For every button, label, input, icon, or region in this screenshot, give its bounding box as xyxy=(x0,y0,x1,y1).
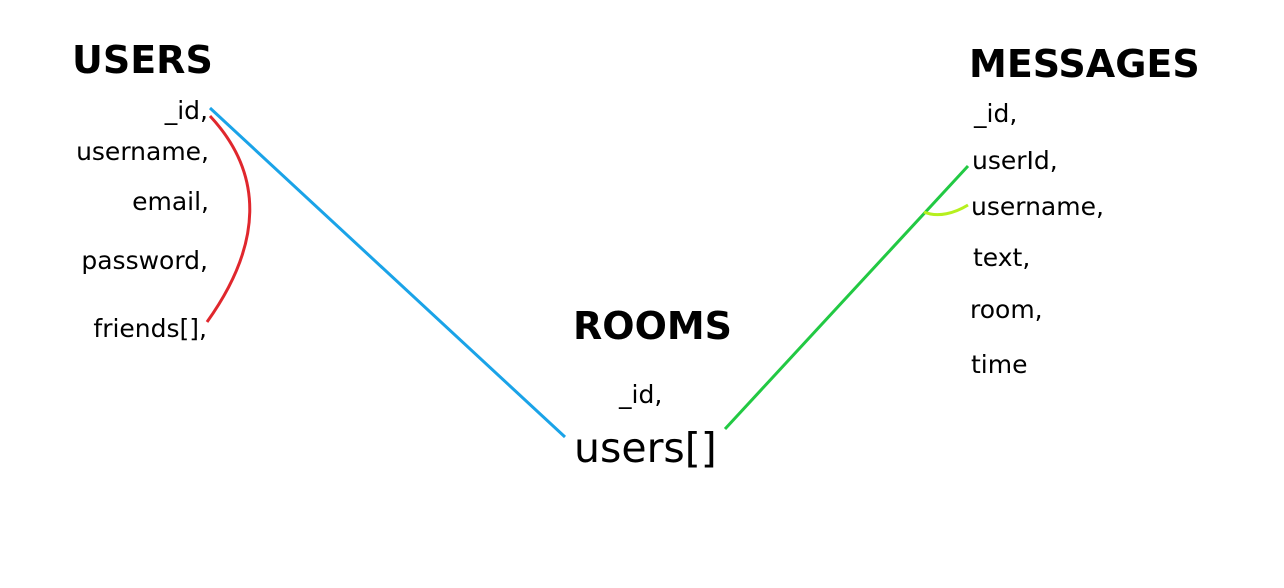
room-users-to-message-userid-connector xyxy=(723,164,970,431)
rooms-title: ROOMS xyxy=(573,304,733,348)
messages-field-userid: userId, xyxy=(972,146,1058,175)
messages-field-username: username, xyxy=(971,192,1104,221)
users-field-password: password, xyxy=(81,246,208,275)
users-title: USERS xyxy=(72,38,213,82)
rooms-field-id: _id, xyxy=(619,380,663,409)
messages-field-id: _id, xyxy=(974,99,1018,128)
users-field-username: username, xyxy=(76,137,209,166)
message-username-link-connector xyxy=(923,203,969,217)
users-field-id: _id, xyxy=(164,96,208,125)
users-id-to-room-users-connector xyxy=(208,106,567,439)
rooms-field-users: users[] xyxy=(574,424,717,472)
users-field-email: email, xyxy=(132,187,209,216)
messages-field-time: time xyxy=(971,350,1028,379)
users-field-friends: friends[], xyxy=(93,314,207,343)
users-id-to-friends-connector xyxy=(205,114,252,323)
messages-field-room: room, xyxy=(970,295,1043,324)
messages-title: MESSAGES xyxy=(969,42,1200,86)
messages-field-text: text, xyxy=(973,243,1031,272)
